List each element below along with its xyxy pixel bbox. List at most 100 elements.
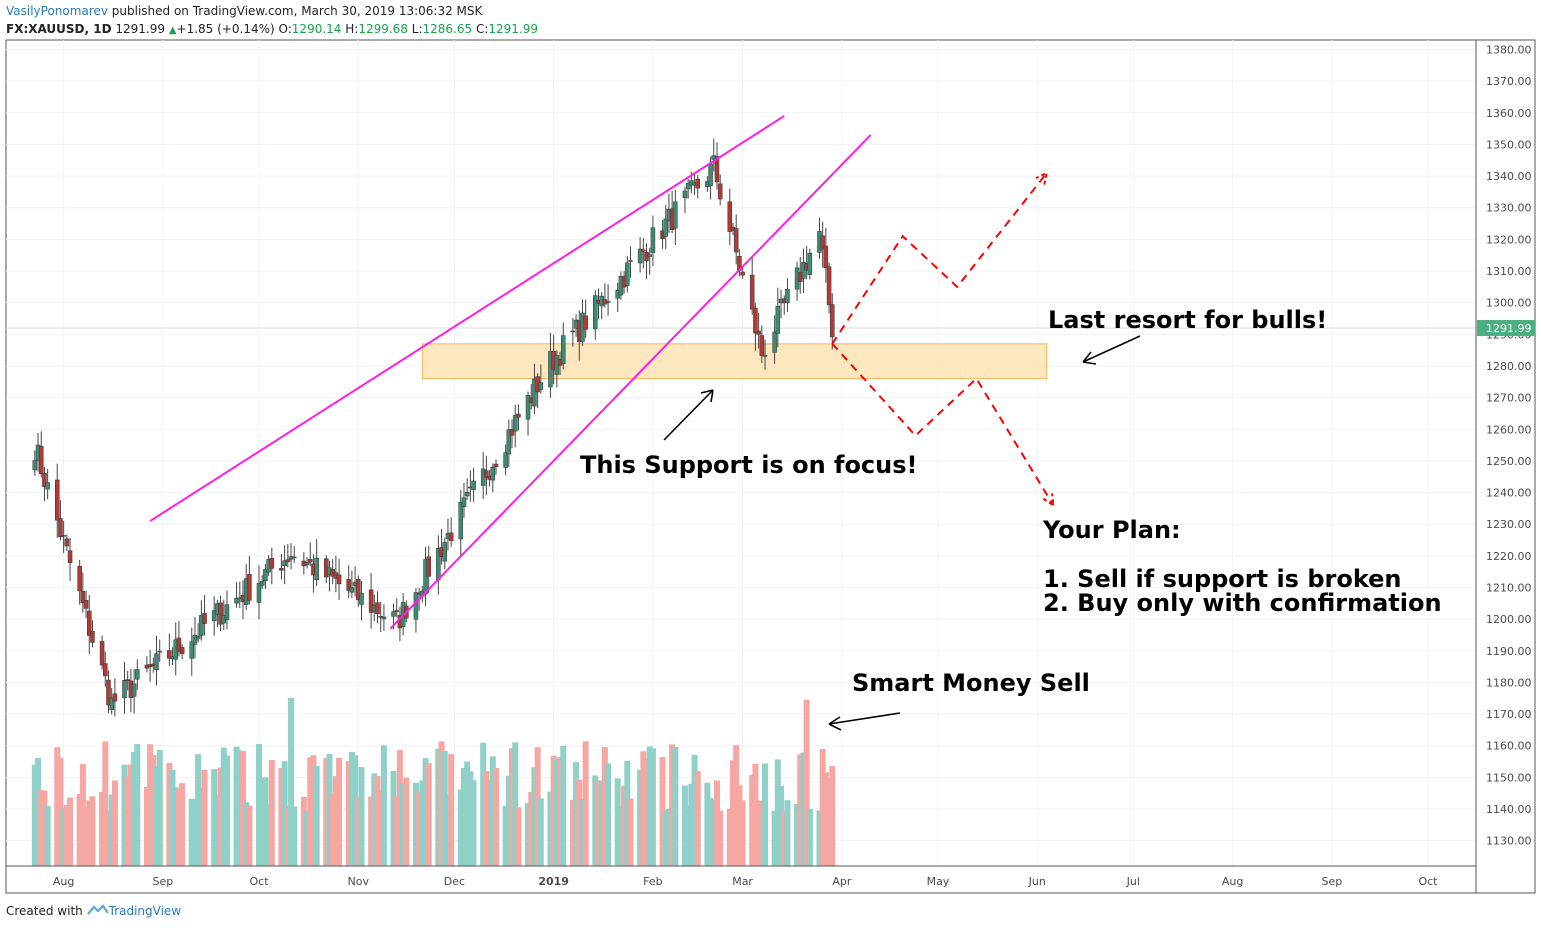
price-tick-label: 1150.00 — [1486, 771, 1532, 784]
volume-bar — [233, 746, 240, 866]
volume-bar — [614, 778, 621, 866]
plan-step-1-text: 1. Sell if support is broken — [1043, 565, 1402, 593]
volume-bar — [57, 757, 64, 866]
volume-bar — [416, 791, 423, 866]
candles — [32, 138, 835, 717]
candle-body — [282, 560, 287, 567]
tradingview-link[interactable]: TradingView — [108, 904, 182, 918]
plan-title-text: Your Plan: — [1042, 516, 1181, 544]
volume-bar — [621, 785, 628, 866]
price-tick-label: 1370.00 — [1486, 75, 1532, 88]
chart-frame — [5, 39, 1536, 894]
volume-bar — [127, 764, 134, 866]
volume-bar — [576, 779, 583, 866]
volume-bar — [35, 757, 42, 866]
volume-bar — [175, 789, 182, 866]
candle-body — [442, 542, 448, 562]
time-tick-label: 2019 — [538, 875, 569, 888]
volume-bar — [486, 779, 493, 866]
candle-body — [38, 446, 44, 474]
price-tick-label: 1250.00 — [1486, 455, 1532, 468]
volume-bar — [460, 768, 467, 866]
volume-bar — [797, 754, 804, 866]
volume-bar — [438, 741, 445, 866]
candle-body — [176, 637, 182, 652]
volume-bar — [63, 805, 70, 866]
price-label-bg — [1477, 320, 1535, 337]
author-link[interactable]: VasilyPonomarev — [6, 4, 108, 18]
support-zone-rect — [421, 343, 1048, 380]
time-axis[interactable]: Aug Sep Oct Nov Dec 2019 Feb Mar Apr May Jun Jul Aug… — [53, 875, 1438, 888]
volume-bar — [400, 783, 407, 866]
time-tick-label: Oct — [1418, 875, 1438, 888]
candle-body — [733, 228, 739, 253]
price-tick-label: 1270.00 — [1486, 392, 1532, 405]
volume-bar — [822, 772, 829, 866]
volume-bar — [214, 795, 221, 866]
candle-body — [717, 183, 723, 200]
candle-body — [356, 578, 361, 601]
volume-bar — [685, 805, 692, 866]
time-tick-label: Jul — [1126, 875, 1140, 888]
candle-body — [122, 679, 127, 699]
candle-body — [663, 218, 668, 237]
volume-bar — [665, 808, 672, 866]
candle-body — [708, 163, 713, 187]
volume-bar — [819, 748, 826, 866]
volume-bar — [246, 805, 253, 866]
volume-bar — [525, 803, 532, 866]
candle-body — [336, 574, 342, 585]
volume-bar — [284, 806, 291, 866]
candle-body — [58, 518, 63, 537]
volume-bar — [531, 767, 538, 866]
price-tick-label: 1220.00 — [1486, 550, 1532, 563]
volume-bar — [512, 742, 519, 866]
volume-bar — [582, 741, 589, 866]
candle-body — [673, 201, 678, 229]
volume-bar — [489, 756, 496, 866]
volume-bar — [598, 780, 605, 866]
time-tick-label: Sep — [1322, 875, 1343, 888]
volume-bar — [291, 806, 298, 866]
volume-bar — [624, 760, 631, 866]
arrow-last-resort — [1082, 335, 1141, 365]
volume-bar — [191, 798, 198, 866]
volume-bar — [483, 771, 490, 866]
candle-body — [279, 568, 284, 571]
arrow-smart-money — [828, 712, 901, 731]
volume-bar — [105, 810, 112, 866]
price-tick-label: 1360.00 — [1486, 107, 1532, 120]
candle-body — [269, 557, 275, 569]
price-axis[interactable]: 1130.00 1140.00 1150.00 1160.00 1170.00 1180.… — [1486, 43, 1532, 847]
volume-bar — [345, 761, 352, 866]
volume-bar — [736, 785, 743, 866]
volume-bar — [550, 755, 557, 866]
candle-body — [756, 330, 761, 335]
volume-bar — [627, 798, 634, 866]
volume-bar — [672, 746, 679, 866]
volume-bar — [156, 749, 163, 866]
volume-bar — [310, 755, 317, 866]
volume-bar — [781, 810, 788, 866]
candle-body — [785, 289, 790, 303]
candle-body — [179, 647, 185, 655]
scenario-down-path — [831, 343, 1055, 506]
volume-bar — [79, 763, 86, 866]
candle-body — [381, 616, 387, 620]
candle-body — [359, 592, 364, 605]
volume-bar — [31, 764, 38, 866]
candle-body — [823, 245, 829, 269]
time-tick-label: Aug — [53, 875, 74, 888]
candle-body — [189, 641, 195, 659]
candle-body — [349, 587, 355, 593]
ohlc-header: FX:XAUUSD, 1D 1291.99 ▲+1.85 (+0.14%) O:… — [6, 22, 538, 36]
volume-bar — [771, 810, 778, 866]
channel-line — [389, 134, 872, 630]
volume-bar — [150, 755, 157, 866]
candle-body — [775, 305, 781, 334]
candle-body — [759, 335, 765, 356]
candle-body — [641, 249, 646, 252]
volume-bar — [377, 790, 384, 866]
volume-bar — [153, 766, 160, 866]
